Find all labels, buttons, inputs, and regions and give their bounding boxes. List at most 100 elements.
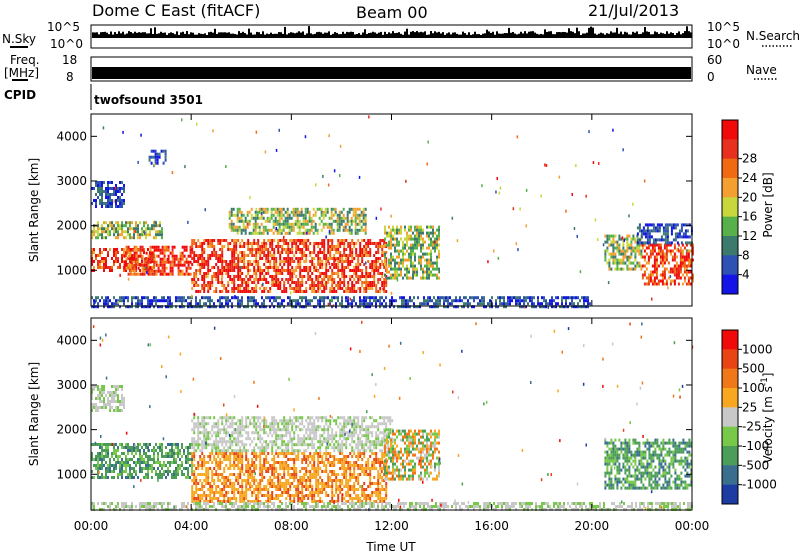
nsky-bar: [298, 31, 300, 38]
data-pixel: [161, 233, 163, 237]
data-pixel: [665, 243, 668, 247]
data-pixel: [400, 261, 402, 265]
data-pixel: [125, 467, 127, 470]
data-pixel: [148, 158, 151, 162]
data-pixel: [651, 273, 654, 277]
data-pixel: [540, 194, 542, 198]
nsky-bar: [342, 31, 344, 38]
data-pixel: [111, 452, 113, 455]
data-pixel: [246, 210, 249, 214]
data-pixel: [93, 187, 95, 190]
data-pixel: [165, 266, 168, 270]
data-pixel: [509, 299, 511, 303]
data-pixel: [636, 246, 639, 250]
data-pixel: [215, 488, 218, 491]
data-pixel: [150, 155, 153, 159]
nsky-bar: [186, 31, 188, 38]
data-pixel: [171, 248, 174, 252]
data-pixel: [453, 299, 455, 303]
data-pixel: [125, 464, 127, 467]
data-pixel: [247, 464, 250, 467]
nsky-bar: [242, 31, 244, 38]
data-pixel: [97, 187, 99, 190]
data-pixel: [262, 216, 265, 220]
data-pixel: [295, 275, 298, 278]
data-pixel: [275, 461, 278, 464]
data-pixel: [257, 269, 260, 272]
data-pixel: [109, 443, 111, 446]
data-pixel: [346, 222, 349, 226]
data-pixel: [287, 254, 290, 257]
data-pixel: [241, 500, 244, 503]
data-pixel: [420, 243, 422, 247]
data-pixel: [259, 278, 262, 281]
data-pixel: [261, 278, 264, 281]
data-pixel: [297, 257, 300, 260]
data-pixel: [273, 476, 276, 479]
data-pixel: [430, 264, 432, 268]
data-pixel: [321, 281, 324, 284]
data-pixel: [304, 219, 307, 223]
data-pixel: [563, 296, 565, 300]
data-pixel: [288, 231, 291, 235]
data-pixel: [227, 467, 230, 470]
data-pixel: [99, 181, 101, 184]
data-pixel: [557, 296, 559, 300]
data-pixel: [137, 476, 139, 479]
data-pixel: [149, 251, 152, 255]
data-pixel: [499, 296, 501, 300]
data-pixel: [636, 241, 639, 245]
data-pixel: [511, 296, 513, 300]
nsky-bar: [96, 32, 98, 38]
data-pixel: [356, 216, 359, 220]
data-pixel: [240, 210, 243, 214]
data-pixel: [675, 261, 678, 265]
data-pixel: [620, 252, 623, 256]
data-pixel: [410, 261, 412, 265]
nsky-bar: [260, 34, 262, 38]
data-pixel: [477, 296, 479, 300]
data-pixel: [159, 272, 162, 276]
data-pixel: [179, 251, 182, 255]
data-pixel: [351, 287, 354, 290]
data-pixel: [527, 296, 529, 300]
data-pixel: [393, 305, 395, 309]
data-pixel: [268, 219, 271, 223]
data-pixel: [641, 264, 644, 268]
data-pixel: [95, 205, 97, 208]
data-pixel: [630, 267, 633, 271]
data-pixel: [645, 261, 648, 265]
data-pixel: [247, 482, 250, 485]
data-pixel: [505, 305, 507, 309]
data-pixel: [291, 272, 294, 275]
data-pixel: [167, 299, 169, 303]
data-pixel: [645, 276, 648, 280]
data-pixel: [684, 232, 687, 236]
data-pixel: [217, 452, 220, 455]
data-pixel: [255, 500, 258, 503]
data-pixel: [569, 296, 571, 300]
data-pixel: [297, 260, 300, 263]
data-pixel: [295, 248, 298, 251]
data-pixel: [157, 263, 160, 267]
data-pixel: [335, 290, 338, 293]
data-pixel: [155, 272, 158, 276]
data-pixel: [628, 261, 631, 265]
data-pixel: [414, 246, 416, 250]
data-pixel: [151, 464, 153, 467]
data-pixel: [247, 479, 250, 482]
data-pixel: [191, 281, 194, 284]
data-pixel: [321, 239, 324, 242]
data-pixel: [641, 273, 644, 277]
data-pixel: [183, 260, 186, 264]
data-pixel: [351, 305, 353, 309]
data-pixel: [346, 213, 349, 217]
nsky-bar: [352, 31, 354, 38]
data-pixel: [658, 223, 661, 227]
data-pixel: [97, 388, 99, 391]
data-pixel: [117, 409, 119, 412]
data-pixel: [286, 207, 289, 211]
data-pixel: [251, 458, 254, 461]
data-pixel: [163, 296, 165, 300]
data-pixel: [111, 224, 113, 228]
